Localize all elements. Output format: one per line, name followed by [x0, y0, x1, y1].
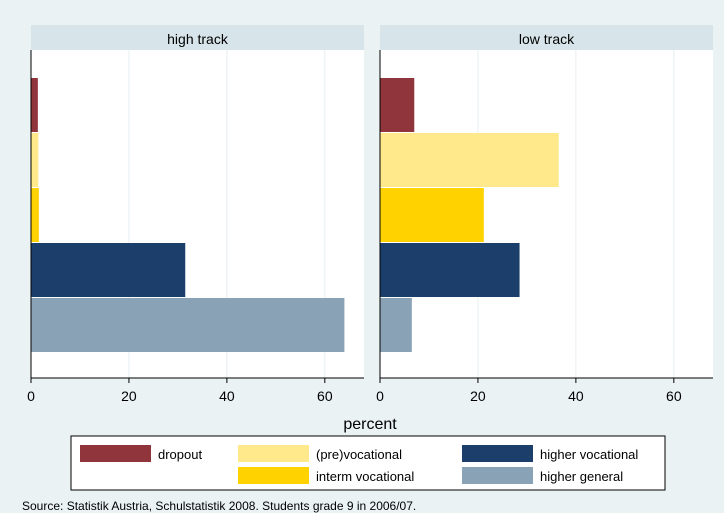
bar-high-track-pre-vocational [31, 133, 39, 187]
panel-title-high-track: high track [167, 31, 229, 47]
x-tick-label-low-track-0: 0 [376, 388, 384, 404]
x-axis-label: percent [343, 416, 397, 433]
bar-low-track-higher-vocational [380, 243, 520, 297]
source-note: Source: Statistik Austria, Schulstatisti… [22, 499, 416, 513]
x-tick-label-high-track-40: 40 [219, 388, 235, 404]
panel-title-low-track: low track [519, 31, 575, 47]
chart-panels: high track 0 20 40 60 low track 0 20 40 60 [27, 25, 713, 404]
panel-header-high-track [31, 25, 364, 50]
x-tick-label-high-track-60: 60 [317, 388, 333, 404]
bar-low-track-interm-vocational [380, 188, 484, 242]
bar-low-track-pre-vocational [380, 133, 559, 187]
bar-high-track-higher-vocational [31, 243, 186, 297]
legend-label-interm-vocational: interm vocational [316, 469, 414, 484]
bar-high-track-dropout [31, 78, 38, 132]
bar-low-track-dropout [380, 78, 415, 132]
bar-high-track-interm-vocational [31, 188, 39, 242]
legend-label-higher-vocational: higher vocational [540, 447, 638, 462]
legend-swatch-pre-vocational [238, 445, 309, 462]
legend-swatch-higher-vocational [462, 445, 533, 462]
panel-low-track: low track 0 20 40 60 [376, 25, 713, 404]
bar-low-track-higher-general [380, 298, 412, 352]
legend-swatch-interm-vocational [238, 467, 309, 484]
legend-label-higher-general: higher general [540, 469, 623, 484]
legend: dropout (pre)vocational higher vocational i… [70, 435, 666, 491]
x-tick-label-high-track-0: 0 [27, 388, 35, 404]
x-tick-label-low-track-20: 20 [470, 388, 486, 404]
legend-label-pre-vocational: (pre)vocational [316, 447, 402, 462]
x-tick-label-low-track-60: 60 [666, 388, 682, 404]
x-tick-label-low-track-40: 40 [568, 388, 584, 404]
legend-box [70, 435, 666, 491]
legend-swatch-higher-general [462, 467, 533, 484]
panel-high-track: high track 0 20 40 60 [27, 25, 364, 404]
panel-header-low-track [380, 25, 713, 50]
bar-high-track-higher-general [31, 298, 345, 352]
legend-label-dropout: dropout [158, 447, 202, 462]
legend-swatch-dropout [80, 445, 151, 462]
x-tick-label-high-track-20: 20 [121, 388, 137, 404]
